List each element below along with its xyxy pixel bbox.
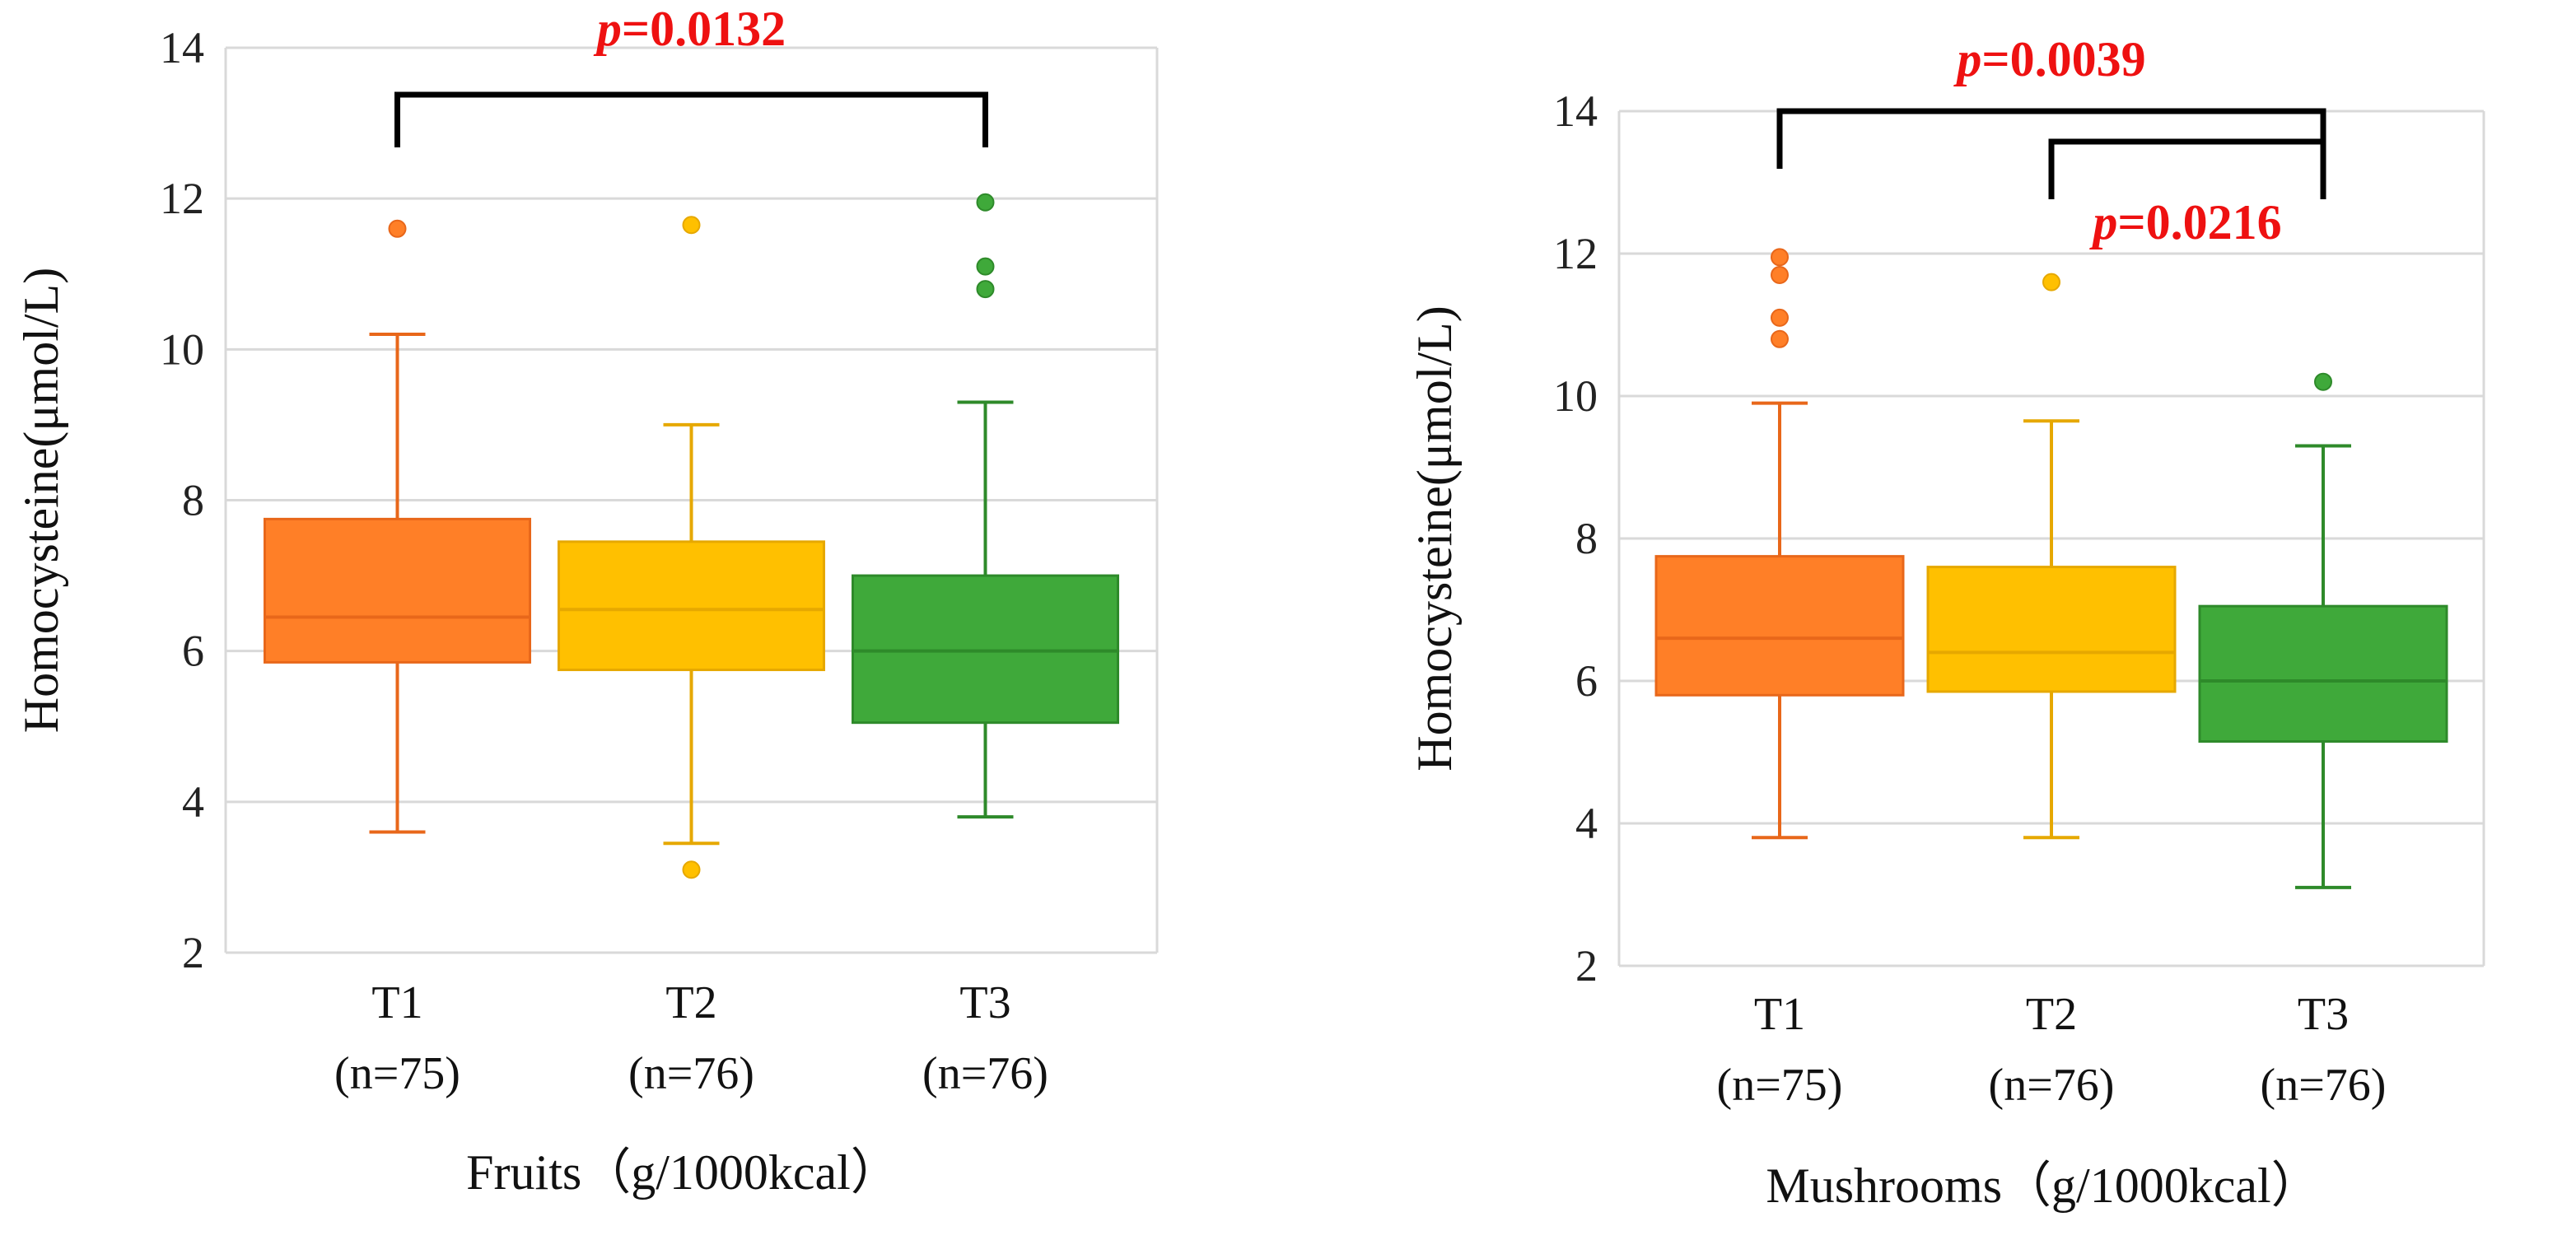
box-t1: [264, 219, 531, 834]
x-axis-title: Mushrooms（g/1000kcal）: [1766, 1158, 2320, 1213]
box-iqr: [1654, 555, 1905, 697]
box-t2: [558, 216, 825, 879]
outlier-point: [1771, 265, 1789, 284]
category-n-label: (n=76): [2261, 1060, 2387, 1111]
box-t1: [1654, 248, 1905, 840]
p-value-label: p=0.0132: [593, 2, 786, 56]
y-tick-label: 10: [160, 324, 204, 374]
y-tick-label: 12: [1553, 229, 1598, 278]
outlier-point: [2042, 273, 2060, 291]
significance-bracket: p=0.0216: [2048, 138, 2326, 249]
p-value-number: =0.0216: [2117, 195, 2281, 249]
category-n-label: (n=75): [334, 1048, 460, 1099]
significance-bracket: p=0.0039: [1776, 32, 2326, 169]
category-label: T3: [2298, 989, 2349, 1040]
outlier-point: [682, 860, 701, 879]
box-iqr: [2198, 604, 2448, 744]
p-value-number: =0.0132: [622, 2, 786, 56]
y-axis-title: Homocysteine(μmol/L): [1407, 305, 1462, 771]
outlier-point: [1771, 329, 1789, 348]
y-tick-label: 14: [1553, 86, 1598, 136]
bracket-line: [394, 91, 988, 147]
outlier-point: [1771, 308, 1789, 327]
significance-bracket: p=0.0132: [394, 2, 988, 147]
p-value-prefix: p: [593, 2, 622, 56]
x-axis-title: Fruits（g/1000kcal）: [466, 1145, 900, 1200]
outlier-point: [976, 257, 995, 276]
chart-panel-fruits: 2 4 6 8 10 12 14 Homocysteine(μmol/L) T1 (n=75) T2…: [14, 2, 1159, 1200]
p-value-label: p=0.0216: [2088, 195, 2281, 249]
y-tick-label: 4: [1575, 799, 1598, 848]
category-label: T2: [665, 977, 716, 1028]
category-n-label: (n=76): [628, 1048, 754, 1099]
y-tick-label: 12: [160, 174, 204, 223]
category-n-label: (n=75): [1717, 1060, 1843, 1111]
p-value-prefix: p: [1953, 32, 1981, 86]
y-axis-title: Homocysteine(μmol/L): [14, 268, 68, 733]
outlier-point: [1771, 248, 1789, 267]
category-n-label: (n=76): [922, 1048, 1048, 1099]
box-iqr: [558, 540, 825, 672]
bracket-line: [2048, 138, 2326, 199]
category-label: T2: [2026, 989, 2077, 1040]
y-tick-label: 2: [1575, 941, 1598, 991]
y-tick-label: 6: [1575, 656, 1598, 706]
p-value-label: p=0.0039: [1953, 32, 2145, 86]
chart-panel-mushrooms: 2 4 6 8 10 12 14 Homocysteine(μmol/L) T1 (n=75) T2…: [1407, 32, 2485, 1213]
box-iqr: [264, 517, 531, 664]
category-n-label: (n=76): [1989, 1060, 2115, 1111]
category-label: T3: [959, 977, 1010, 1028]
box-iqr: [852, 574, 1119, 725]
box-t3: [2198, 372, 2448, 889]
y-tick-label: 10: [1553, 371, 1598, 421]
outlier-point: [976, 280, 995, 299]
y-tick-label: 14: [160, 23, 204, 72]
p-value-prefix: p: [2088, 195, 2117, 249]
box-t3: [852, 193, 1119, 819]
y-tick-label: 8: [1575, 514, 1598, 563]
outlier-point: [388, 219, 407, 238]
category-label: T1: [371, 977, 422, 1028]
category-label: T1: [1754, 989, 1805, 1040]
box-iqr: [1926, 566, 2177, 693]
p-value-number: =0.0039: [1981, 32, 2145, 86]
y-tick-label: 2: [182, 928, 204, 977]
y-tick-label: 6: [182, 627, 204, 676]
y-tick-label: 4: [182, 777, 204, 827]
outlier-point: [682, 216, 701, 235]
y-tick-label: 8: [182, 476, 204, 525]
outlier-point: [2314, 372, 2332, 391]
outlier-point: [976, 193, 995, 212]
box-t2: [1926, 273, 2177, 840]
